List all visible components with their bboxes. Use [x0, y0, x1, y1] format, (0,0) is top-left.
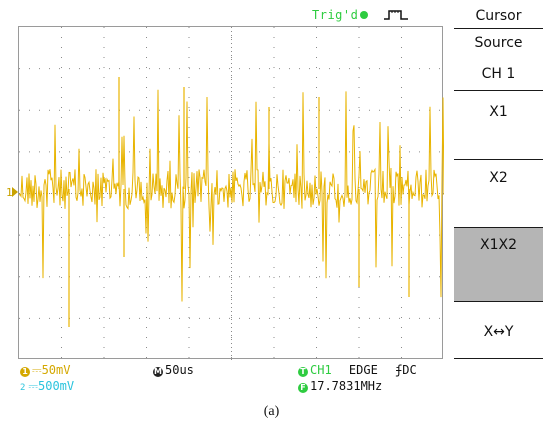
- menu-item-x1x2[interactable]: X1X2: [480, 237, 517, 253]
- timebase-value: 50us: [165, 363, 194, 377]
- trigger-source: CH1: [310, 363, 332, 377]
- trigger-coupling: DC: [402, 363, 417, 377]
- menu-divider: [454, 28, 543, 29]
- menu-item-x2[interactable]: X2: [489, 170, 508, 186]
- channel-1-level-label: 1: [6, 186, 13, 199]
- channel-1-scale: 1 ⎓50mV: [20, 363, 70, 378]
- trigger-badge-icon: T: [298, 367, 308, 377]
- dc-coupling-icon: ⎓: [28, 379, 38, 393]
- figure-caption: (a): [263, 404, 280, 419]
- timebase-badge-icon: M: [153, 367, 163, 377]
- oscilloscope-display: Trig'd 1 Cursor Source CH 1 X1 X2 X1X2 X…: [6, 0, 543, 394]
- menu-source-value[interactable]: CH 1: [481, 66, 516, 82]
- waveform-graticule: [19, 27, 444, 360]
- menu-item-x1[interactable]: X1: [489, 104, 508, 120]
- waveform-screen: [18, 26, 444, 360]
- channel-1-waveform: [19, 89, 444, 302]
- soft-menu: Cursor Source CH 1 X1 X2 X1X2 X↔Y: [454, 0, 543, 359]
- menu-divider: [454, 358, 543, 359]
- menu-divider: [454, 90, 543, 91]
- menu-selected-highlight: [454, 227, 543, 301]
- frequency-badge-icon: F: [298, 383, 308, 393]
- menu-divider: [454, 159, 543, 160]
- channel-2-badge: 2: [20, 383, 26, 393]
- timebase: M 50us: [153, 363, 194, 377]
- menu-divider: [454, 227, 543, 228]
- dc-coupling-icon: ⎓: [32, 363, 42, 377]
- channel-1-volts-div: 50mV: [41, 363, 71, 377]
- menu-source-label[interactable]: Source: [474, 35, 523, 51]
- frequency-counter: F 17.7831MHz: [298, 379, 382, 393]
- trigger-indicator-icon: [360, 11, 368, 19]
- trigger-type: EDGE: [348, 363, 378, 377]
- channel-1-badge-icon: 1: [20, 367, 30, 377]
- menu-item-x-y[interactable]: X↔Y: [483, 324, 514, 340]
- menu-title: Cursor: [475, 8, 522, 24]
- pulse-icon: [384, 10, 408, 20]
- rising-edge-icon: ʄ: [395, 363, 403, 377]
- menu-divider: [454, 301, 543, 302]
- trigger-status: Trig'd: [312, 8, 359, 22]
- channel-2-scale: 2 ⎓500mV: [20, 379, 74, 394]
- channel-1-level-arrow-icon[interactable]: [12, 187, 18, 197]
- frequency-value: 17.7831MHz: [310, 379, 383, 393]
- trigger-settings: T CH1 EDGE ʄDC: [298, 363, 417, 377]
- channel-2-volts-div: 500mV: [38, 379, 75, 393]
